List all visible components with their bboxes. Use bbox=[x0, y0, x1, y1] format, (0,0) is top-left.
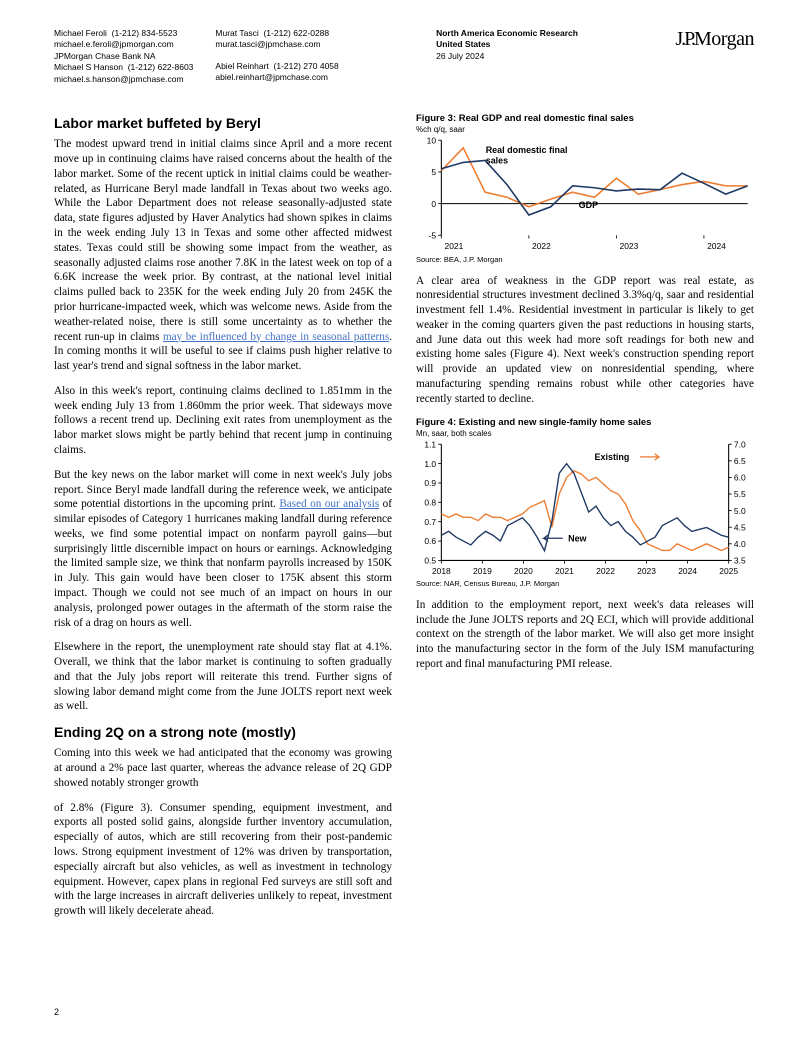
svg-text:2023: 2023 bbox=[620, 241, 639, 251]
svg-text:5.5: 5.5 bbox=[734, 489, 746, 499]
figure-3: Figure 3: Real GDP and real domestic fin… bbox=[416, 113, 754, 263]
svg-text:0.7: 0.7 bbox=[424, 516, 436, 526]
svg-text:2021: 2021 bbox=[555, 566, 574, 576]
svg-text:3.5: 3.5 bbox=[734, 555, 746, 565]
svg-text:4.0: 4.0 bbox=[734, 539, 746, 549]
body-paragraph: Elsewhere in the report, the unemploymen… bbox=[54, 640, 392, 714]
svg-text:5.0: 5.0 bbox=[734, 505, 746, 515]
body-paragraph: Coming into this week we had anticipated… bbox=[54, 746, 392, 790]
figure-subtitle: %ch q/q, saar bbox=[416, 125, 754, 134]
svg-text:New: New bbox=[568, 533, 586, 543]
authors-col-2: Murat Tasci (1-212) 622-0288 murat.tasci… bbox=[215, 28, 338, 85]
figure-source: Source: BEA, J.P. Morgan bbox=[416, 255, 754, 264]
author-name: Michael S Hanson bbox=[54, 62, 123, 72]
svg-text:-5: -5 bbox=[429, 231, 437, 241]
svg-text:Real domestic finalsales: Real domestic finalsales bbox=[486, 145, 568, 166]
svg-text:6.0: 6.0 bbox=[734, 472, 746, 482]
svg-text:7.0: 7.0 bbox=[734, 440, 746, 449]
author-email: murat.tasci@jpmchase.com bbox=[215, 39, 338, 50]
region: United States bbox=[436, 39, 578, 50]
body-paragraph: A clear area of weakness in the GDP repo… bbox=[416, 274, 754, 407]
svg-text:2024: 2024 bbox=[678, 566, 697, 576]
body-paragraph: Also in this week's report, continuing c… bbox=[54, 384, 392, 458]
author-name: Murat Tasci bbox=[215, 28, 258, 38]
inline-link[interactable]: Based on our analysis bbox=[279, 498, 379, 510]
svg-text:5: 5 bbox=[431, 167, 436, 177]
svg-text:2024: 2024 bbox=[707, 241, 726, 251]
svg-text:0.5: 0.5 bbox=[424, 555, 436, 565]
text-run: of similar episodes of Category 1 hurric… bbox=[54, 498, 392, 628]
authors-col-1: Michael Feroli (1-212) 834-5523 michael.… bbox=[54, 28, 193, 85]
section-heading: Labor market buffeted by Beryl bbox=[54, 115, 392, 131]
svg-text:2021: 2021 bbox=[445, 241, 464, 251]
author-phone: (1-212) 834-5523 bbox=[112, 28, 178, 38]
figure-4-chart: 0.5 0.6 0.7 0.8 0.9 1.0 1.1 3.5 4.0 4.5 5.0 5.5 6.0 6… bbox=[416, 440, 754, 577]
svg-text:2018: 2018 bbox=[432, 566, 451, 576]
author-org: JPMorgan Chase Bank NA bbox=[54, 51, 193, 62]
svg-text:1.0: 1.0 bbox=[424, 458, 436, 468]
author-email: abiel.reinhart@jpmchase.com bbox=[215, 72, 338, 83]
page-number: 2 bbox=[54, 1007, 59, 1017]
author-name: Michael Feroli bbox=[54, 28, 107, 38]
svg-text:2022: 2022 bbox=[596, 566, 615, 576]
svg-text:2023: 2023 bbox=[637, 566, 656, 576]
svg-text:GDP: GDP bbox=[579, 200, 598, 210]
svg-text:2022: 2022 bbox=[532, 241, 551, 251]
body-paragraph: In addition to the employment report, ne… bbox=[416, 598, 754, 672]
author-email: michael.e.feroli@jpmorgan.com bbox=[54, 39, 193, 50]
author-phone: (1-212) 622-8603 bbox=[128, 62, 194, 72]
body-paragraph: The modest upward trend in initial claim… bbox=[54, 137, 392, 374]
figure-4: Figure 4: Existing and new single-family… bbox=[416, 417, 754, 588]
svg-text:4.5: 4.5 bbox=[734, 522, 746, 532]
body-paragraph: of 2.8% (Figure 3). Consumer spending, e… bbox=[54, 801, 392, 919]
svg-text:0: 0 bbox=[431, 199, 436, 209]
svg-text:2020: 2020 bbox=[514, 566, 533, 576]
pub-date: 26 July 2024 bbox=[436, 51, 578, 62]
body-paragraph: But the key news on the labor market wil… bbox=[54, 468, 392, 631]
svg-text:10: 10 bbox=[427, 136, 437, 145]
svg-text:0.8: 0.8 bbox=[424, 497, 436, 507]
figure-title: Figure 3: Real GDP and real domestic fin… bbox=[416, 113, 754, 124]
document-header: Michael Feroli (1-212) 834-5523 michael.… bbox=[54, 28, 754, 85]
doc-meta: North America Economic Research United S… bbox=[436, 28, 578, 85]
author-email: michael.s.hanson@jpmchase.com bbox=[54, 74, 193, 85]
authors-block: Michael Feroli (1-212) 834-5523 michael.… bbox=[54, 28, 339, 85]
figure-source: Source: NAR, Census Bureau, J.P. Morgan bbox=[416, 579, 754, 588]
svg-text:2019: 2019 bbox=[473, 566, 492, 576]
author-phone: (1-212) 622-0288 bbox=[263, 28, 329, 38]
author-phone: (1-212) 270 4058 bbox=[274, 61, 339, 71]
inline-link[interactable]: may be influenced by change in seasonal … bbox=[163, 331, 389, 343]
svg-text:0.6: 0.6 bbox=[424, 536, 436, 546]
body-columns: Labor market buffeted by Beryl The modes… bbox=[54, 113, 754, 1013]
text-run: The modest upward trend in initial claim… bbox=[54, 138, 392, 342]
svg-text:Existing: Existing bbox=[595, 452, 630, 462]
figure-3-chart: -5 0 5 10 2021 2022 2023 2024 Real domestic fina… bbox=[416, 136, 754, 252]
figure-title: Figure 4: Existing and new single-family… bbox=[416, 417, 754, 428]
jpmorgan-logo: J.P.Morgan bbox=[675, 28, 754, 85]
svg-text:1.1: 1.1 bbox=[424, 440, 436, 449]
section-heading: Ending 2Q on a strong note (mostly) bbox=[54, 724, 392, 740]
figure-subtitle: Mn, saar, both scales bbox=[416, 429, 754, 438]
author-name: Abiel Reinhart bbox=[215, 61, 268, 71]
svg-text:6.5: 6.5 bbox=[734, 456, 746, 466]
svg-text:2025: 2025 bbox=[719, 566, 738, 576]
department: North America Economic Research bbox=[436, 28, 578, 39]
svg-text:0.9: 0.9 bbox=[424, 478, 436, 488]
